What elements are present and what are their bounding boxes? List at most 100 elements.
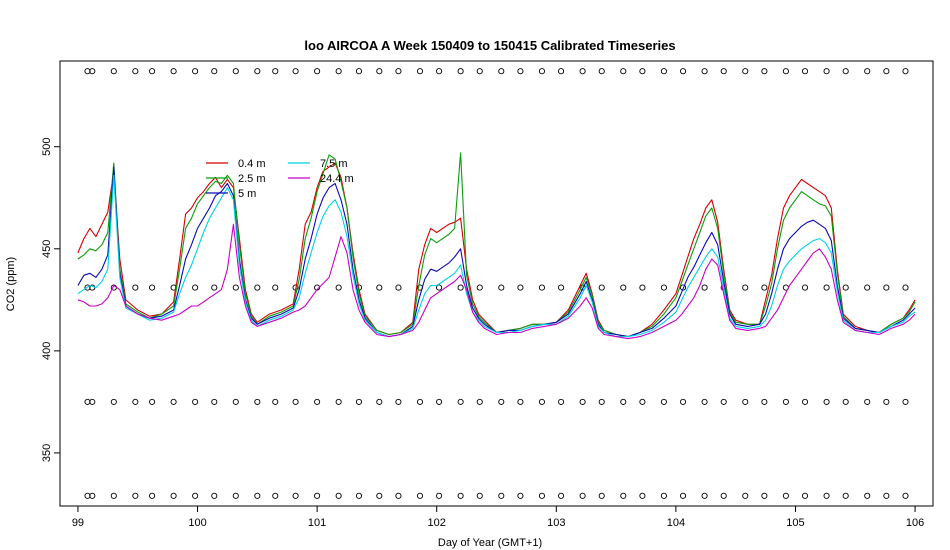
flag-point [314, 398, 321, 405]
flag-point [457, 68, 464, 75]
flag-point [823, 492, 830, 499]
flag-point [192, 284, 199, 291]
flag-point [558, 492, 565, 499]
flag-point [883, 398, 890, 405]
flag-point [232, 398, 239, 405]
legend: 0.4 m 2.5 m 5 m 7.5 m 24.4 m [206, 158, 354, 200]
y-axis: 350 400 450 500 [41, 138, 61, 462]
flag-point [720, 68, 727, 75]
flag-point [192, 68, 199, 75]
flag-point [579, 492, 586, 499]
flag-point [376, 68, 383, 75]
flag-point [232, 284, 239, 291]
flag-point [742, 68, 749, 75]
flag-point [272, 284, 279, 291]
y-tick-label: 400 [41, 342, 53, 360]
flag-point [782, 68, 789, 75]
flag-point [149, 68, 156, 75]
flag-point [620, 284, 627, 291]
x-axis-label: Day of Year (GMT+1) [438, 537, 542, 549]
flag-point [132, 68, 139, 75]
legend-label: 24.4 m [320, 173, 354, 185]
flag-point [761, 284, 768, 291]
flag-point [864, 284, 871, 291]
flag-point [598, 398, 605, 405]
flag-points [84, 68, 909, 499]
flag-point [170, 492, 177, 499]
flag-point [883, 284, 890, 291]
flag-point [476, 492, 483, 499]
flag-point [355, 398, 363, 405]
flag-point [436, 68, 443, 75]
flag-point [314, 68, 321, 75]
x-tick-label: 101 [308, 517, 326, 529]
flag-point [761, 68, 768, 75]
flag-point [558, 68, 565, 75]
legend-label: 0.4 m [238, 158, 266, 170]
x-tick-label: 105 [786, 517, 804, 529]
flag-point [254, 492, 261, 499]
flag-point [680, 68, 687, 75]
flag-point [660, 284, 667, 291]
flag-point [579, 68, 586, 75]
flag-point [457, 492, 464, 499]
flag-point [517, 492, 524, 499]
flag-point [579, 398, 586, 405]
flag-point [232, 492, 239, 499]
flag-point [902, 492, 909, 499]
flag-point [761, 398, 768, 405]
flag-point [457, 398, 464, 405]
x-tick-label: 106 [906, 517, 924, 529]
flag-point [639, 492, 646, 499]
flag-point [395, 68, 402, 75]
flag-point [782, 492, 789, 499]
flag-point [335, 398, 342, 405]
flag-point [149, 284, 156, 291]
flag-point [89, 492, 96, 499]
flag-point [680, 492, 687, 499]
flag-point [701, 284, 708, 291]
flag-point [395, 492, 402, 499]
flag-point [376, 492, 383, 499]
flag-point [436, 284, 443, 291]
flag-point [132, 284, 139, 291]
flag-point [89, 398, 96, 405]
flag-point [742, 492, 749, 499]
flag-point [132, 398, 139, 405]
flag-point [416, 492, 424, 499]
legend-label: 7.5 m [320, 158, 348, 170]
flag-point [416, 68, 424, 75]
chart-title: loo AIRCOA A Week 150409 to 150415 Calib… [304, 38, 675, 53]
flag-point [842, 492, 849, 499]
x-tick-label: 102 [428, 517, 446, 529]
flag-point [149, 398, 156, 405]
flag-point [355, 68, 363, 75]
flag-point [192, 492, 199, 499]
flag-point [517, 284, 524, 291]
flag-point [110, 68, 117, 75]
flag-point [110, 492, 117, 499]
flag-point [436, 398, 443, 405]
legend-label: 5 m [238, 188, 256, 200]
series-line [77, 166, 916, 338]
series-lines [77, 152, 916, 340]
flag-point [680, 398, 687, 405]
flag-point [538, 68, 545, 75]
flag-point [457, 284, 464, 291]
flag-point [110, 398, 117, 405]
plot-frame [59, 60, 934, 507]
flag-point [476, 68, 483, 75]
flag-point [883, 68, 890, 75]
flag-point [558, 284, 565, 291]
flag-point [476, 284, 483, 291]
flag-point [660, 398, 667, 405]
series-line [77, 174, 916, 338]
flag-point [660, 492, 667, 499]
flag-point [272, 398, 279, 405]
flag-point [254, 68, 261, 75]
y-axis-label: CO2 (ppm) [5, 257, 17, 311]
flag-point [823, 398, 830, 405]
series-line [77, 162, 916, 338]
flag-point [498, 284, 505, 291]
